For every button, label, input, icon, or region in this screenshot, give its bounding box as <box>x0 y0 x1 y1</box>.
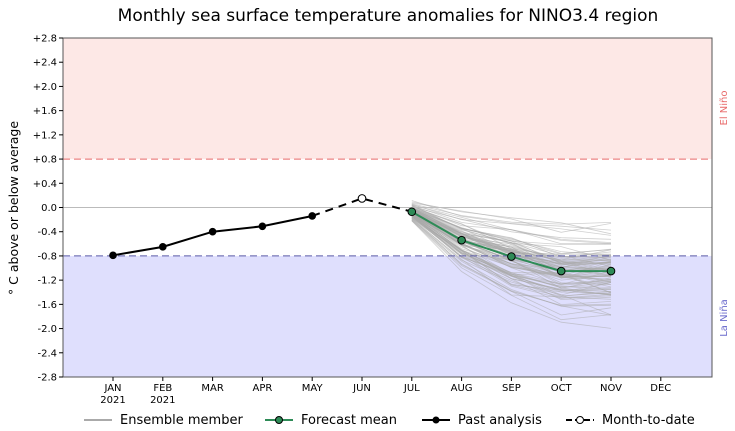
x-tick-label: MAR <box>201 383 223 394</box>
y-tick-label: +2.0 <box>33 82 57 93</box>
ensemble-member-line <box>411 211 612 278</box>
x-tick-label: SEP <box>502 383 521 394</box>
past-analysis-line <box>112 214 313 257</box>
y-tick-label: -2.8 <box>37 373 57 384</box>
legend-label-month-to-date: Month-to-date <box>602 413 695 428</box>
legend-label-ensemble: Ensemble member <box>120 413 243 428</box>
el-nino-region <box>63 38 712 160</box>
x-tick-label: OCT <box>551 383 573 394</box>
ensemble-member-line <box>411 216 612 296</box>
axes: -2.8 -2.4 -2.0 -1.6 -1.2 -0.8 -0.4 0.0 +0.4 +0.8 +… <box>33 34 713 406</box>
y-tick-label: +1.6 <box>33 106 57 117</box>
ensemble-member-line <box>411 219 612 306</box>
legend-item-past-analysis: Past analysis <box>422 413 542 428</box>
forecast-mean-point <box>407 207 417 217</box>
ensemble-member-line <box>411 214 612 288</box>
forecast-mean-point <box>507 252 516 261</box>
chart-title: Monthly sea surface temperature anomalie… <box>118 6 659 26</box>
ensemble-member-line <box>411 219 612 307</box>
y-tick-label: -2.0 <box>37 324 57 335</box>
ensemble-member-line <box>411 220 612 321</box>
ensemble-member-line <box>411 200 612 231</box>
ensemble-member-line <box>411 211 612 268</box>
y-tick-label: -1.2 <box>37 276 57 287</box>
y-tick-label: +2.8 <box>33 34 57 45</box>
x-tick-label: APR <box>252 383 272 394</box>
ensemble-member-line <box>411 217 612 293</box>
y-tick-label: +0.8 <box>33 155 57 166</box>
legend-item-ensemble: Ensemble member <box>84 413 243 428</box>
past-analysis-point <box>308 212 317 220</box>
x-tick-label: JUL <box>403 383 420 394</box>
month-to-date-line <box>311 197 413 217</box>
ensemble-member-line <box>411 207 612 246</box>
ensemble-member-line <box>411 215 612 290</box>
legend-label-forecast-mean: Forecast mean <box>301 413 397 428</box>
forecast-mean-point <box>457 235 466 245</box>
la-nina-region <box>63 255 712 377</box>
y-tick-label: +0.4 <box>33 179 57 190</box>
ensemble-member-line <box>411 202 612 233</box>
past-analysis-point <box>258 222 267 231</box>
legend: Ensemble member Forecast mean Past analy… <box>84 413 695 428</box>
x-tick-label: MAY <box>302 383 324 394</box>
ensemble-member-line <box>411 205 612 243</box>
x-tick-label: JUN <box>352 383 371 394</box>
ensemble-member-line <box>411 218 612 297</box>
ensemble-member-line <box>411 220 612 329</box>
past-analysis-point <box>159 243 167 251</box>
la-nina-label: La Niña <box>719 299 730 337</box>
x-tick-label: AUG <box>451 383 473 394</box>
y-axis-label: ° C above or below average <box>6 121 21 295</box>
data-series <box>109 194 616 276</box>
y-tick-label: +1.2 <box>33 130 57 141</box>
el-nino-label: El Niño <box>719 91 730 126</box>
month-to-date-point <box>357 194 367 203</box>
y-tick-label: -0.4 <box>37 227 57 238</box>
ensemble-member-line <box>411 208 612 266</box>
ensemble-member-line <box>411 206 612 240</box>
ensemble-member-line <box>411 203 612 225</box>
legend-label-past-analysis: Past analysis <box>458 413 542 428</box>
x-tick-label: DEC <box>650 383 671 394</box>
forecast-mean-point <box>606 266 616 276</box>
y-tick-label: 0.0 <box>41 203 57 214</box>
legend-item-month-to-date: Month-to-date <box>566 413 695 428</box>
past-analysis-point <box>109 251 117 260</box>
ensemble-member-line <box>411 213 612 280</box>
x-tick-label: NOV <box>600 383 622 394</box>
forecast-mean-point <box>556 266 566 276</box>
threshold-lines <box>63 158 712 257</box>
x-tick-sublabel: 2021 <box>100 395 125 406</box>
ensemble-member-line <box>411 208 612 265</box>
past-analysis-point <box>208 227 217 236</box>
y-tick-label: -1.6 <box>37 300 57 311</box>
x-tick-label: JAN <box>103 383 121 394</box>
y-tick-label: +2.4 <box>33 58 57 69</box>
ensemble-member-line <box>411 213 612 278</box>
y-tick-label: -0.8 <box>37 251 57 262</box>
x-tick-label: FEB <box>153 383 172 394</box>
x-tick-sublabel: 2021 <box>150 395 175 406</box>
legend-item-forecast-mean: Forecast mean <box>265 413 397 428</box>
y-tick-label: -2.4 <box>37 348 57 359</box>
